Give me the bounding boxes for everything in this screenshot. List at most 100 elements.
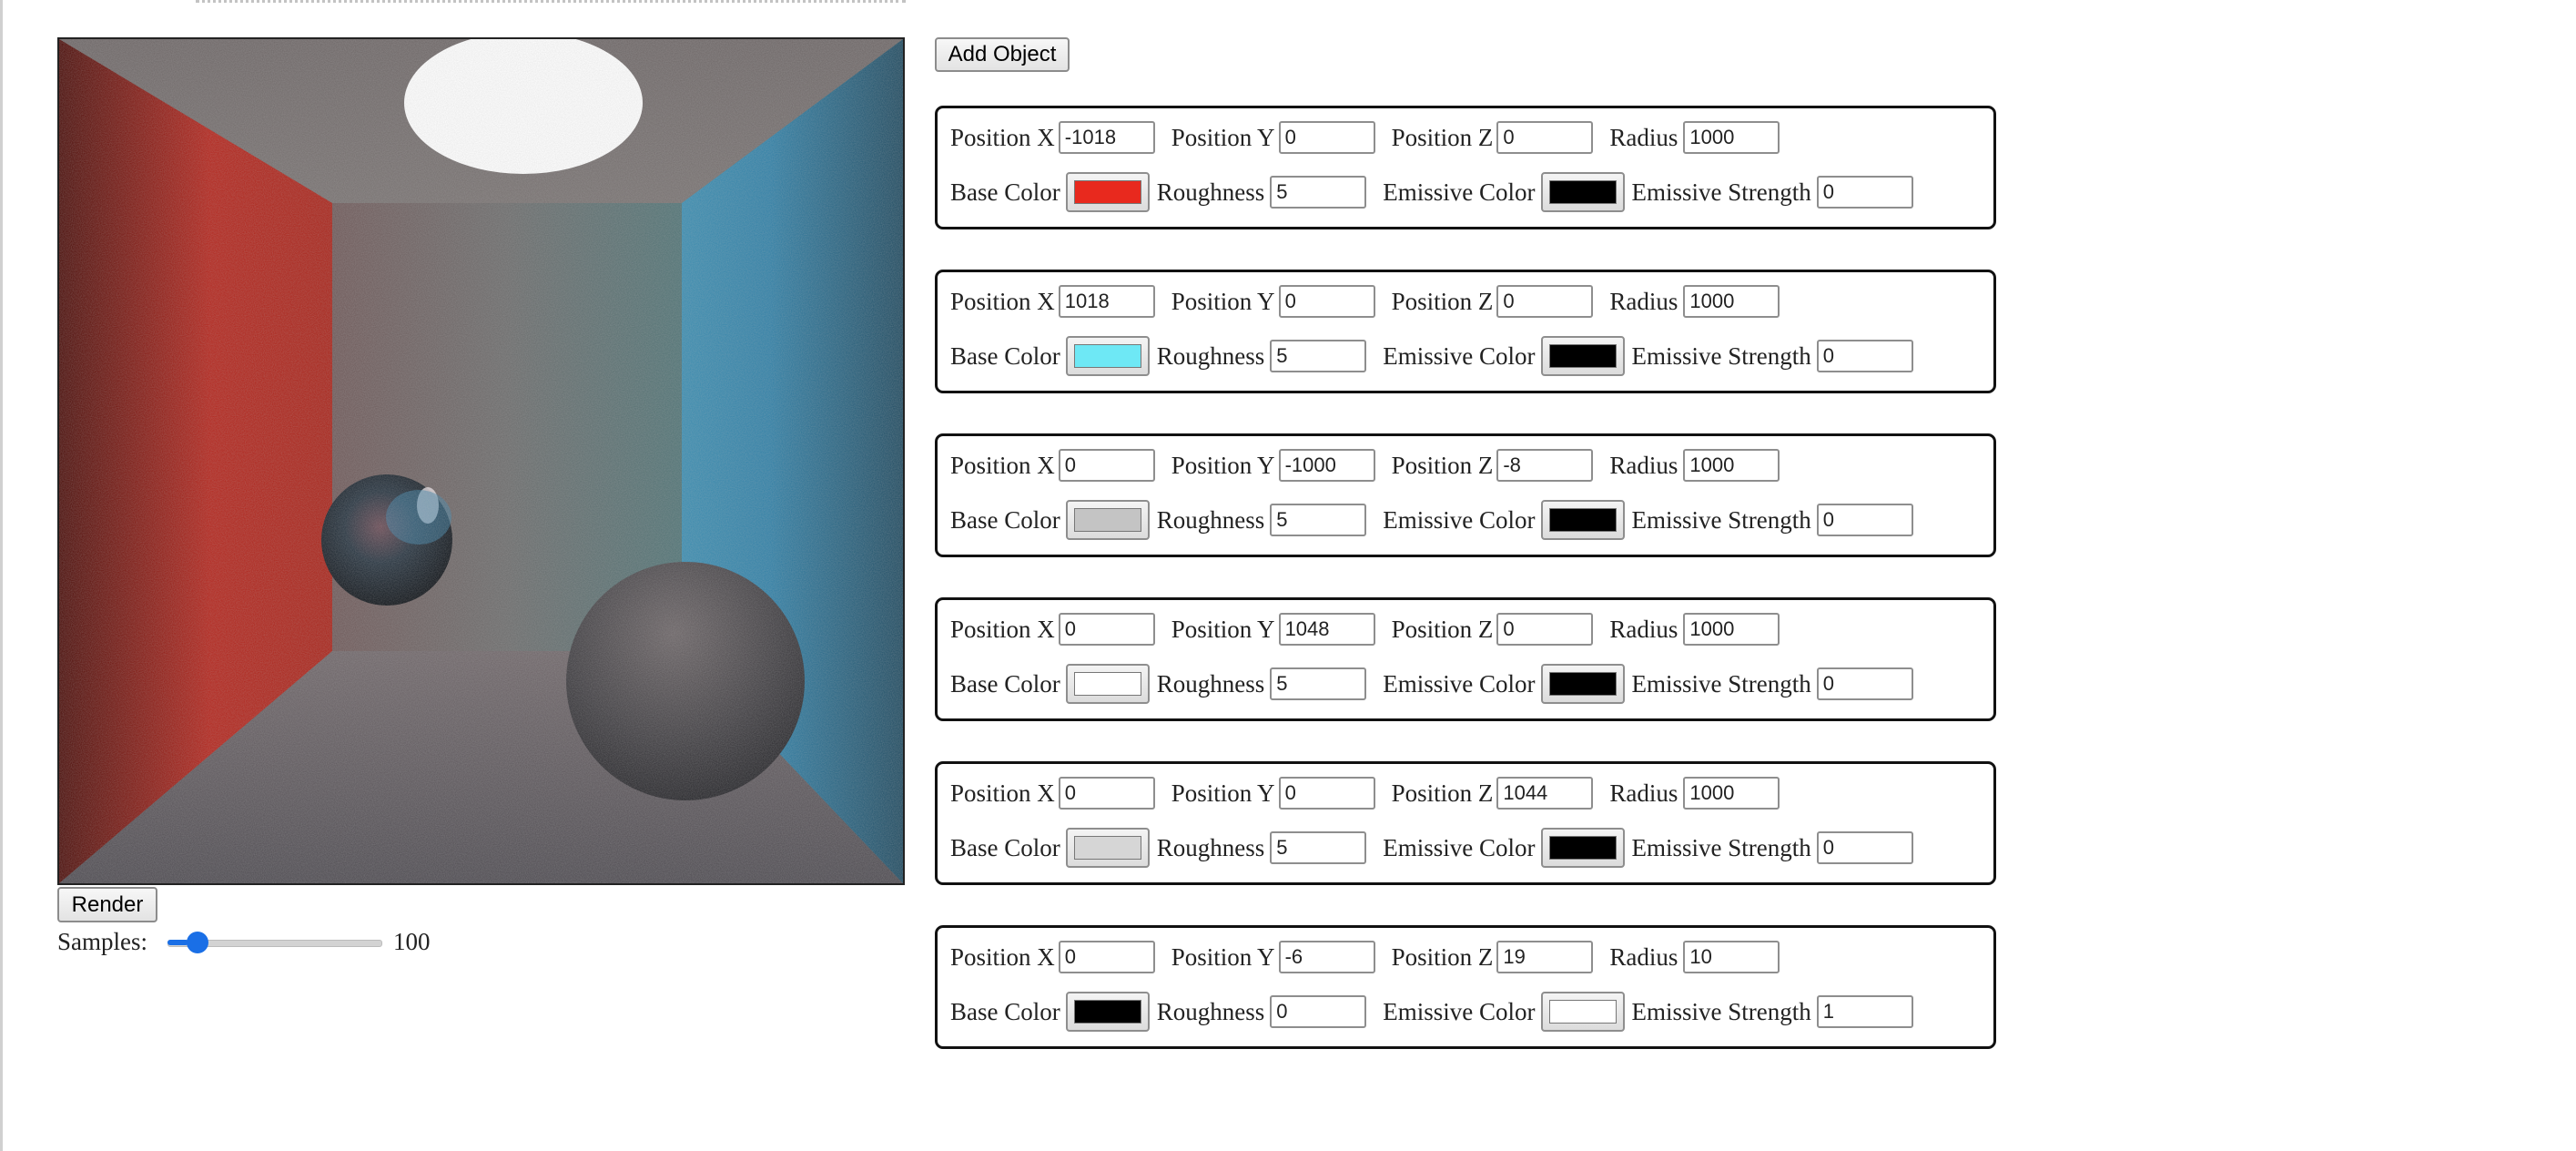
slider-thumb[interactable]: [187, 932, 208, 953]
position-row: Position X Position Y Position Z Radius: [950, 119, 1993, 156]
emissive-color-picker[interactable]: [1540, 500, 1625, 540]
position-y-input[interactable]: [1278, 121, 1375, 154]
emissive-color-picker[interactable]: [1540, 992, 1625, 1032]
samples-slider[interactable]: [167, 932, 382, 953]
position-y-label: Position Y: [1171, 451, 1275, 479]
base-color-picker[interactable]: [1065, 828, 1150, 868]
radius-input[interactable]: [1683, 121, 1780, 154]
position-y-label: Position Y: [1171, 779, 1275, 807]
base-color-label: Base Color: [950, 833, 1060, 861]
emissive-color-picker[interactable]: [1540, 664, 1625, 704]
radius-input[interactable]: [1683, 449, 1780, 482]
position-x-input[interactable]: [1058, 941, 1155, 973]
samples-value: 100: [393, 928, 431, 955]
render-button[interactable]: Render: [57, 887, 157, 922]
emissive-color-picker[interactable]: [1540, 172, 1625, 212]
position-x-input[interactable]: [1058, 449, 1155, 482]
cut-off-heading: [196, 0, 906, 7]
emissive-strength-input[interactable]: [1816, 504, 1913, 536]
position-z-input[interactable]: [1496, 121, 1594, 154]
emissive-strength-input[interactable]: [1816, 340, 1913, 372]
position-y-input[interactable]: [1278, 449, 1375, 482]
emissive-color-label: Emissive Color: [1383, 833, 1536, 861]
position-row: Position X Position Y Position Z Radius: [950, 447, 1993, 484]
base-color-picker[interactable]: [1065, 992, 1150, 1032]
position-y-input[interactable]: [1278, 285, 1375, 318]
radius-label: Radius: [1609, 942, 1678, 971]
position-x-label: Position X: [950, 779, 1055, 807]
base-color-label: Base Color: [950, 997, 1060, 1025]
emissive-color-fill: [1548, 1000, 1617, 1024]
position-y-label: Position Y: [1171, 615, 1275, 643]
base-color-picker[interactable]: [1065, 664, 1150, 704]
position-z-label: Position Z: [1391, 942, 1494, 971]
base-color-fill: [1073, 1000, 1141, 1024]
emissive-strength-input[interactable]: [1816, 995, 1913, 1028]
base-color-picker[interactable]: [1065, 336, 1150, 376]
position-y-input[interactable]: [1278, 777, 1375, 810]
position-row: Position X Position Y Position Z Radius: [950, 611, 1993, 647]
position-x-input[interactable]: [1058, 613, 1155, 646]
base-color-fill: [1073, 508, 1141, 532]
emissive-color-label: Emissive Color: [1383, 997, 1536, 1025]
roughness-input[interactable]: [1270, 504, 1367, 536]
position-y-input[interactable]: [1278, 941, 1375, 973]
position-z-input[interactable]: [1496, 285, 1594, 318]
position-z-input[interactable]: [1496, 941, 1594, 973]
base-color-fill: [1073, 836, 1141, 860]
position-x-input[interactable]: [1058, 121, 1155, 154]
base-color-picker[interactable]: [1065, 172, 1150, 212]
position-z-label: Position Z: [1391, 287, 1494, 315]
roughness-label: Roughness: [1156, 669, 1265, 698]
add-object-button[interactable]: Add Object: [935, 37, 1070, 72]
position-z-label: Position Z: [1391, 615, 1494, 643]
samples-label: Samples:: [57, 928, 147, 955]
emissive-color-picker[interactable]: [1540, 336, 1625, 376]
emissive-strength-input[interactable]: [1816, 831, 1913, 864]
roughness-input[interactable]: [1270, 667, 1367, 700]
position-z-input[interactable]: [1496, 449, 1594, 482]
position-z-input[interactable]: [1496, 613, 1594, 646]
emissive-strength-label: Emissive Strength: [1631, 833, 1811, 861]
material-row: Base Color Roughness Emissive Color Emis…: [950, 336, 1993, 376]
position-z-input[interactable]: [1496, 777, 1594, 810]
position-x-label: Position X: [950, 942, 1055, 971]
emissive-color-fill: [1548, 344, 1617, 368]
position-z-label: Position Z: [1391, 779, 1494, 807]
position-x-label: Position X: [950, 451, 1055, 479]
radius-label: Radius: [1609, 451, 1678, 479]
material-row: Base Color Roughness Emissive Color Emis…: [950, 172, 1993, 212]
position-y-label: Position Y: [1171, 287, 1275, 315]
position-x-input[interactable]: [1058, 777, 1155, 810]
radius-input[interactable]: [1683, 613, 1780, 646]
base-color-label: Base Color: [950, 341, 1060, 370]
roughness-input[interactable]: [1270, 995, 1367, 1028]
position-x-input[interactable]: [1058, 285, 1155, 318]
slider-fill: [167, 940, 188, 945]
base-color-picker[interactable]: [1065, 500, 1150, 540]
emissive-color-label: Emissive Color: [1383, 341, 1536, 370]
roughness-input[interactable]: [1270, 340, 1367, 372]
emissive-strength-input[interactable]: [1816, 176, 1913, 209]
emissive-strength-label: Emissive Strength: [1631, 505, 1811, 534]
radius-input[interactable]: [1683, 285, 1780, 318]
roughness-input[interactable]: [1270, 176, 1367, 209]
emissive-color-picker[interactable]: [1540, 828, 1625, 868]
base-color-fill: [1073, 344, 1141, 368]
emissive-color-label: Emissive Color: [1383, 178, 1536, 206]
position-y-label: Position Y: [1171, 942, 1275, 971]
roughness-input[interactable]: [1270, 831, 1367, 864]
position-y-input[interactable]: [1278, 613, 1375, 646]
object-panel: Position X Position Y Position Z Radius …: [935, 433, 1996, 557]
emissive-color-fill: [1548, 508, 1617, 532]
emissive-strength-input[interactable]: [1816, 667, 1913, 700]
object-panel: Position X Position Y Position Z Radius …: [935, 761, 1996, 885]
position-x-label: Position X: [950, 615, 1055, 643]
position-row: Position X Position Y Position Z Radius: [950, 939, 1993, 975]
material-row: Base Color Roughness Emissive Color Emis…: [950, 828, 1993, 868]
radius-input[interactable]: [1683, 777, 1780, 810]
base-color-label: Base Color: [950, 505, 1060, 534]
radius-input[interactable]: [1683, 941, 1780, 973]
base-color-fill: [1073, 180, 1141, 204]
emissive-color-label: Emissive Color: [1383, 669, 1536, 698]
